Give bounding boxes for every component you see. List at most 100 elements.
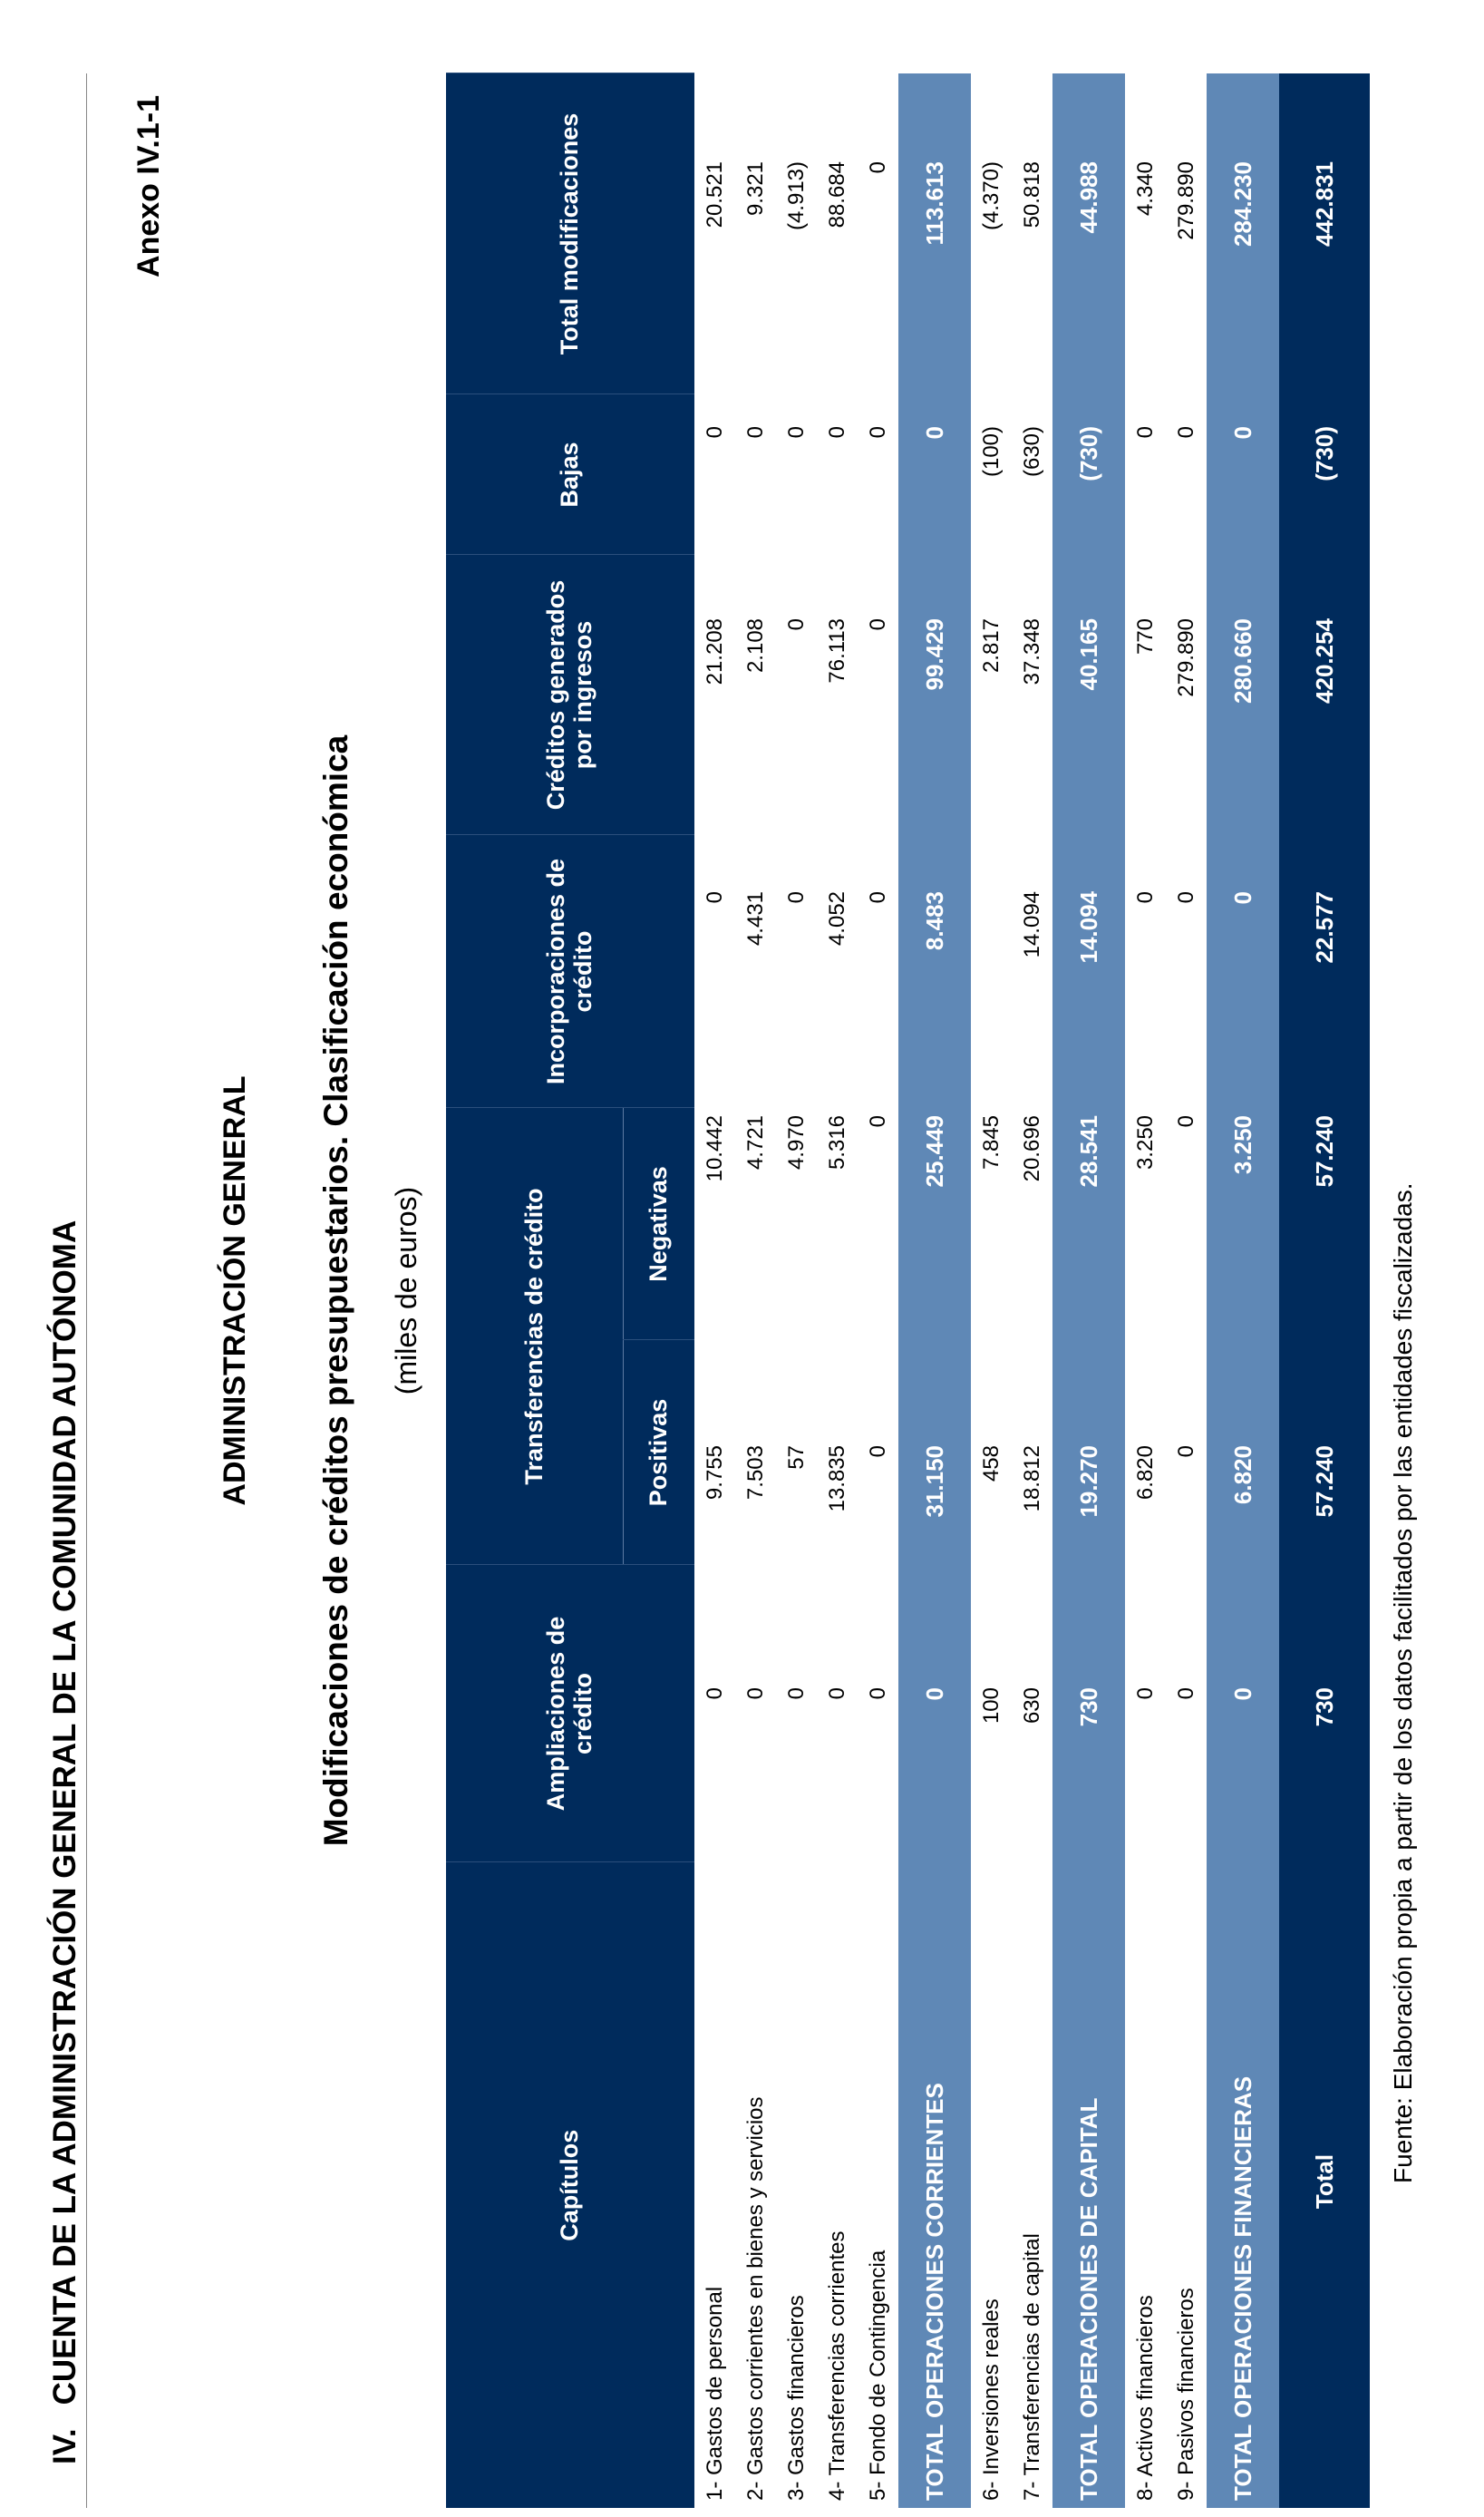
row-label: 5- Fondo de Contingencia: [858, 1862, 898, 2508]
cell: 0: [1173, 890, 1198, 904]
cell: 7.503: [742, 1445, 768, 1501]
row-label: 7- Transferencias de capital: [1012, 1862, 1052, 2508]
cell: 9.321: [742, 160, 768, 217]
cell: 284.230: [1207, 73, 1279, 394]
cell: 0: [898, 394, 971, 555]
cell: 44.988: [1052, 73, 1125, 394]
cell: 0: [1173, 1687, 1198, 1700]
cell: (4.370): [978, 160, 1004, 231]
cell: 0: [783, 617, 809, 631]
cell: 0: [1132, 890, 1158, 904]
column-header: Transferencias de crédito: [446, 1107, 624, 1565]
data-row: 5- Fondo de Contingencia 0 0 0 0 0 0 0: [858, 73, 898, 2508]
row-label: 3- Gastos financieros: [776, 1862, 817, 2508]
column-header: Bajas: [446, 394, 694, 555]
cell: 420.254: [1279, 554, 1370, 835]
cell: 458: [978, 1445, 1004, 1482]
cell: 0: [742, 425, 768, 439]
cell: 19.270: [1052, 1340, 1125, 1565]
cell: 4.721: [742, 1114, 768, 1171]
section-number: IV.: [47, 2428, 82, 2464]
data-row: 2- Gastos corrientes en bienes y servici…: [735, 73, 776, 2508]
data-row: 4- Transferencias corrientes 0 13.835 5.316…: [817, 73, 858, 2508]
units: (miles de euros): [390, 1186, 422, 1395]
data-row: 9- Pasivos financieros 0 0 0 0 279.890 0 279.89…: [1166, 73, 1207, 2508]
cell: 14.094: [1019, 890, 1044, 958]
row-label: 1- Gastos de personal: [694, 1862, 735, 2508]
column-header: Capítulos: [446, 1862, 694, 2508]
header-row: Capítulos Ampliaciones de crédito Transf…: [446, 73, 694, 2508]
cell: 4.970: [783, 1114, 809, 1171]
cell: (730): [1052, 394, 1125, 555]
cell: 10.442: [702, 1114, 727, 1182]
cell: 0: [865, 1114, 890, 1128]
cell: 88.684: [824, 160, 849, 228]
cell: 0: [783, 890, 809, 904]
cell: 0: [865, 425, 890, 439]
cell: 442.831: [1279, 73, 1370, 394]
row-label: 6- Inversiones reales: [971, 1862, 1012, 2508]
column-header: Positivas: [623, 1340, 694, 1565]
row-label: TOTAL OPERACIONES DE CAPITAL: [1052, 1862, 1125, 2508]
row-label: TOTAL OPERACIONES FINANCIERAS: [1207, 1862, 1279, 2508]
column-header: Créditos generados por ingresos: [446, 554, 694, 835]
total-row: Total 730 57.240 57.240 22.577 420.254 (730) 44…: [1279, 73, 1370, 2508]
column-header: Total modificaciones: [446, 73, 694, 394]
cell: 0: [1207, 394, 1279, 555]
cell: 0: [865, 1445, 890, 1458]
cell: 57: [783, 1445, 809, 1470]
cell: 0: [865, 617, 890, 631]
cell: 40.165: [1052, 554, 1125, 835]
cell: 0: [1173, 425, 1198, 439]
cell: 0: [1207, 1565, 1279, 1862]
cell: 8.483: [898, 834, 971, 1108]
cell: 0: [742, 1687, 768, 1700]
data-row: 6- Inversiones reales 100 458 7.845 2.817 (10…: [971, 73, 1012, 2508]
table: Capítulos Ampliaciones de crédito Transf…: [446, 73, 1370, 2508]
cell: 25.449: [898, 1107, 971, 1340]
cell: 0: [783, 1687, 809, 1700]
annex-label: Anexo IV.1-1: [131, 95, 166, 277]
cell: 5.316: [824, 1114, 849, 1171]
cell: 0: [1132, 425, 1158, 439]
cell: 13.835: [824, 1445, 849, 1512]
cell: 57.240: [1279, 1340, 1370, 1565]
cell: 0: [865, 160, 890, 174]
cell: 6.820: [1207, 1340, 1279, 1565]
cell: 22.577: [1279, 834, 1370, 1108]
cell: 770: [1132, 617, 1158, 656]
data-row: 3- Gastos financieros 0 57 4.970 0 0 0 (4.913): [776, 73, 817, 2508]
cell: 99.429: [898, 554, 971, 835]
row-label: Total: [1279, 1862, 1370, 2508]
cell: 4.052: [824, 890, 849, 947]
subtotal-row: TOTAL OPERACIONES CORRIENTES 0 31.150 25.44…: [898, 73, 971, 2508]
cell: 279.890: [1173, 160, 1198, 240]
data-row: 7- Transferencias de capital 630 18.812 20.…: [1012, 73, 1052, 2508]
cell: 0: [702, 1687, 727, 1700]
data-row: 1- Gastos de personal 0 9.755 10.442 0 21.208…: [694, 73, 735, 2508]
cell: 6.820: [1132, 1445, 1158, 1501]
entity: ADMINISTRACIÓN GENERAL: [218, 1075, 252, 1506]
row-label: 2- Gastos corrientes en bienes y servici…: [735, 1862, 776, 2508]
cell: 730: [1052, 1565, 1125, 1862]
cell: 0: [1173, 1445, 1198, 1458]
table-body: 1- Gastos de personal 0 9.755 10.442 0 21.208…: [694, 73, 1370, 2508]
cell: 0: [1207, 834, 1279, 1108]
cell: 4.340: [1132, 160, 1158, 217]
cell: (4.913): [783, 160, 809, 231]
cell: (730): [1279, 394, 1370, 555]
cell: 57.240: [1279, 1107, 1370, 1340]
cell: 37.348: [1019, 617, 1044, 685]
cell: 20.696: [1019, 1114, 1044, 1182]
cell: 3.250: [1132, 1114, 1158, 1171]
cell: 0: [702, 425, 727, 439]
cell: 4.431: [742, 890, 768, 947]
source-note: Fuente: Elaboración propia a partir de l…: [1389, 1182, 1417, 2183]
cell: 0: [824, 1687, 849, 1700]
cell: 0: [702, 890, 727, 904]
cell: 730: [1279, 1565, 1370, 1862]
row-label: 4- Transferencias corrientes: [817, 1862, 858, 2508]
cell: 630: [1019, 1687, 1044, 1725]
cell: 279.890: [1173, 617, 1198, 697]
